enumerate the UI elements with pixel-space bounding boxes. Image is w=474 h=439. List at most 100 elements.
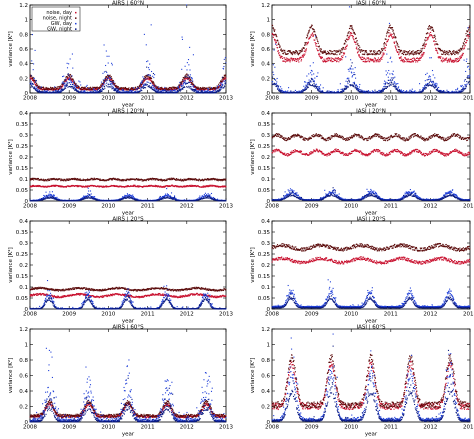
data-point: [221, 79, 222, 80]
data-point: [60, 179, 61, 180]
data-point: [283, 52, 284, 53]
data-point: [141, 81, 142, 82]
data-point: [332, 51, 333, 52]
data-point: [278, 44, 279, 45]
data-point: [278, 52, 279, 53]
data-point: [433, 81, 434, 82]
data-point: [312, 33, 313, 34]
data-point: [161, 91, 162, 92]
data-point: [405, 57, 406, 58]
data-point: [389, 32, 390, 33]
data-point: [349, 28, 350, 29]
data-point: [417, 50, 418, 51]
data-point: [70, 84, 71, 85]
data-point: [351, 28, 352, 29]
data-point: [39, 86, 40, 87]
data-point: [430, 28, 431, 29]
x-tick-label: 2013: [463, 96, 474, 102]
data-point: [391, 77, 392, 78]
data-point: [377, 51, 378, 52]
data-point: [427, 84, 428, 85]
data-point: [405, 50, 406, 51]
data-point: [388, 80, 389, 81]
data-point: [274, 50, 275, 51]
data-point: [199, 87, 200, 88]
data-point: [386, 54, 387, 55]
data-point: [224, 81, 225, 82]
data-point: [317, 72, 318, 73]
data-point: [346, 46, 347, 47]
data-point: [347, 45, 348, 46]
y-tick-label: 0.15: [16, 166, 29, 172]
data-point: [357, 88, 358, 89]
data-point: [48, 179, 49, 180]
data-point: [443, 54, 444, 55]
data-point: [34, 78, 35, 79]
data-point: [355, 44, 356, 45]
data-point: [317, 46, 318, 47]
data-point: [410, 53, 411, 54]
data-point: [71, 82, 72, 83]
data-point: [405, 61, 406, 62]
data-point: [162, 90, 163, 91]
data-point: [53, 91, 54, 92]
data-point: [412, 51, 413, 52]
data-point: [179, 82, 180, 83]
data-point: [402, 61, 403, 62]
series-noise-night: [272, 25, 471, 56]
data-point: [378, 57, 379, 58]
data-point: [73, 82, 74, 83]
data-point: [186, 77, 187, 78]
data-point: [429, 82, 430, 83]
y-tick-label: 0.35: [16, 122, 29, 128]
data-point: [345, 89, 346, 90]
data-point: [176, 89, 177, 90]
data-point: [455, 58, 456, 59]
data-point: [215, 87, 216, 88]
data-point: [71, 75, 72, 76]
data-point: [468, 81, 469, 82]
data-point: [186, 4, 187, 5]
data-point: [346, 81, 347, 82]
data-point: [301, 57, 302, 58]
data-point: [355, 34, 356, 35]
data-point: [219, 89, 220, 90]
data-point: [282, 56, 283, 57]
data-point: [305, 44, 306, 45]
data-point: [192, 78, 193, 79]
data-point: [323, 59, 324, 60]
data-point: [65, 86, 66, 87]
data-point: [342, 92, 343, 93]
data-point: [358, 90, 359, 91]
data-point: [372, 90, 373, 91]
data-point: [105, 80, 106, 81]
data-point: [279, 45, 280, 46]
data-point: [309, 80, 310, 81]
data-point: [385, 82, 386, 83]
data-point: [164, 87, 165, 88]
data-point: [188, 75, 189, 76]
data-point: [385, 39, 386, 40]
data-point: [349, 81, 350, 82]
data-point: [103, 83, 104, 84]
data-point: [177, 90, 178, 91]
data-point: [290, 61, 291, 62]
data-point: [101, 82, 102, 83]
data-point: [352, 76, 353, 77]
data-point: [340, 51, 341, 52]
data-point: [341, 48, 342, 49]
data-point: [350, 68, 351, 69]
data-point: [381, 51, 382, 52]
data-point: [304, 55, 305, 56]
data-point: [192, 81, 193, 82]
data-point: [283, 50, 284, 51]
data-point: [200, 92, 201, 93]
data-point: [366, 52, 367, 53]
data-point: [142, 83, 143, 84]
data-point: [277, 47, 278, 48]
data-point: [388, 70, 389, 71]
data-point: [106, 83, 107, 84]
data-point: [220, 89, 221, 90]
data-point: [275, 80, 276, 81]
data-point: [280, 91, 281, 92]
